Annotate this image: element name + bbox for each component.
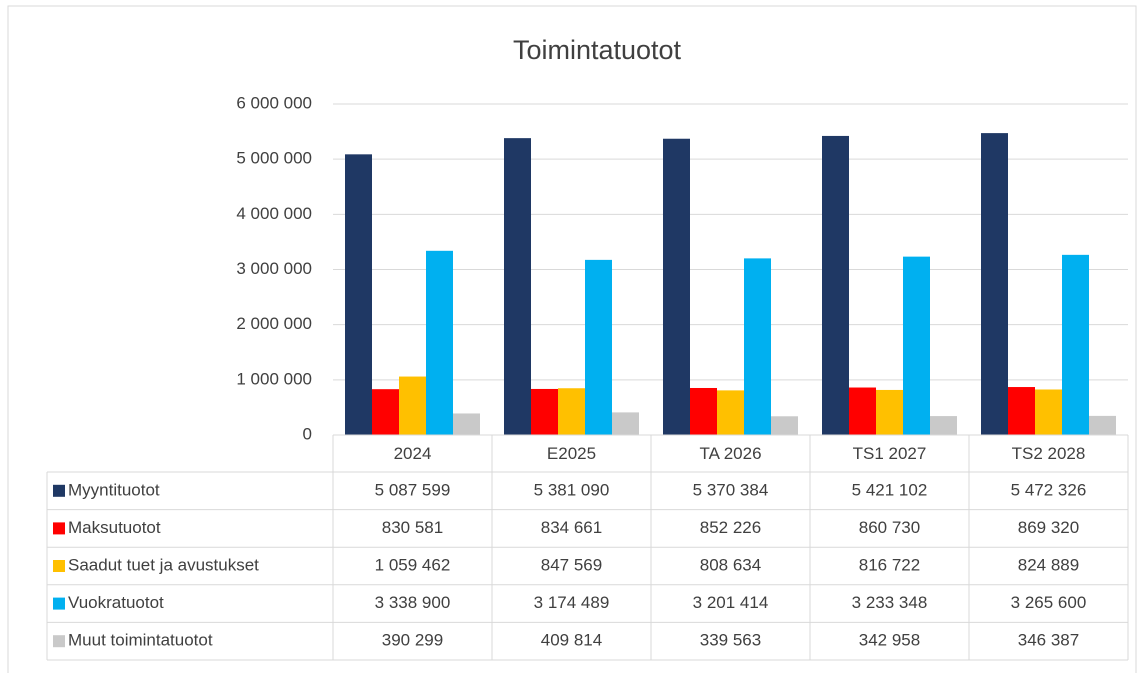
table-value: 816 722: [859, 555, 920, 574]
table-value: 5 472 326: [1011, 480, 1087, 499]
table-value: 409 814: [541, 631, 602, 650]
y-tick-label: 1 000 000: [236, 369, 312, 388]
table-value: 5 381 090: [534, 480, 610, 499]
legend-label: Myyntituotot: [68, 480, 160, 499]
chart-border: [7, 5, 1137, 673]
bar: [822, 135, 849, 436]
table-value: 5 087 599: [375, 480, 451, 499]
bar: [558, 388, 585, 435]
table-value: 346 387: [1018, 631, 1079, 650]
bar: [903, 256, 930, 435]
legend-label: Muut toimintatuotot: [68, 631, 213, 650]
bar: [1089, 415, 1116, 435]
bar: [585, 259, 612, 435]
bar: [531, 388, 558, 435]
bar: [1062, 254, 1089, 435]
table-value: 1 059 462: [375, 555, 451, 574]
x-tick-label: E2025: [547, 444, 596, 463]
bar: [690, 387, 717, 435]
bar: [504, 138, 531, 436]
table-value: 3 201 414: [693, 593, 769, 612]
bar: [717, 390, 744, 435]
bar: [771, 416, 798, 435]
x-tick-label: 2024: [394, 444, 432, 463]
table-value: 834 661: [541, 518, 602, 537]
table-value: 342 958: [859, 631, 920, 650]
table-value: 339 563: [700, 631, 761, 650]
y-tick-label: 5 000 000: [236, 149, 312, 168]
y-tick-label: 6 000 000: [236, 93, 312, 112]
table-value: 5 421 102: [852, 480, 928, 499]
bar: [1035, 389, 1062, 435]
x-tick-label: TS2 2028: [1012, 444, 1086, 463]
y-tick-label: 4 000 000: [236, 204, 312, 223]
table-value: 390 299: [382, 631, 443, 650]
legend-swatch: [53, 484, 65, 497]
table-value: 3 338 900: [375, 593, 451, 612]
legend-swatch: [53, 560, 65, 572]
chart-title: Toimintatuotot: [513, 35, 682, 65]
y-tick-label: 3 000 000: [236, 259, 312, 278]
table-value: 830 581: [382, 518, 443, 537]
table-value: 869 320: [1018, 518, 1079, 537]
bar: [744, 258, 771, 435]
bar: [453, 413, 480, 435]
bar: [930, 416, 957, 435]
table-value: 5 370 384: [693, 480, 769, 499]
bar: [981, 133, 1008, 435]
bar: [345, 154, 372, 436]
bar: [426, 250, 453, 435]
table-value: 852 226: [700, 518, 761, 537]
bar: [663, 138, 690, 435]
bar: [372, 389, 399, 435]
table-value: 860 730: [859, 518, 920, 537]
bar: [612, 412, 639, 435]
legend-swatch: [53, 597, 65, 610]
x-tick-label: TS1 2027: [853, 444, 927, 463]
bar: [399, 376, 426, 435]
table-value: 3 265 600: [1011, 593, 1087, 612]
y-tick-label: 0: [303, 424, 312, 443]
table-value: 3 233 348: [852, 593, 928, 612]
bar: [1008, 387, 1035, 435]
table-value: 808 634: [700, 555, 761, 574]
legend-label: Saadut tuet ja avustukset: [68, 555, 259, 574]
legend-label: Vuokratuotot: [68, 593, 164, 612]
bar: [849, 387, 876, 435]
y-tick-label: 2 000 000: [236, 314, 312, 333]
legend-label: Maksutuotot: [68, 518, 161, 537]
legend-swatch: [53, 522, 65, 535]
table-value: 824 889: [1018, 555, 1079, 574]
table-value: 3 174 489: [534, 593, 610, 612]
table-value: 847 569: [541, 555, 602, 574]
bar: [876, 389, 903, 435]
x-tick-label: TA 2026: [699, 444, 761, 463]
legend-swatch: [53, 635, 65, 648]
